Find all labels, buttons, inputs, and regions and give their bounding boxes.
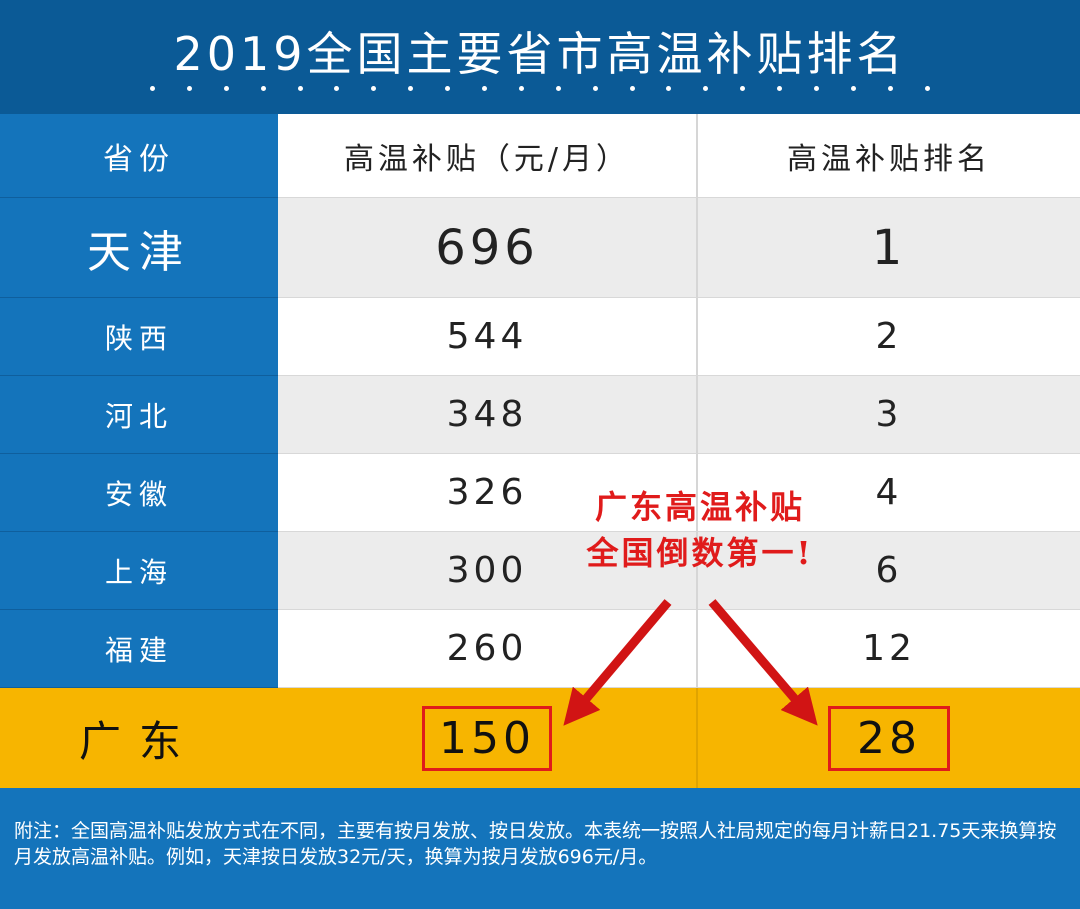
- table-row: 陕西 544 2: [0, 298, 1080, 376]
- subsidy-cell: 544: [278, 298, 698, 376]
- province-cell: 上海: [0, 532, 278, 610]
- table-row: 天津 696 1: [0, 198, 1080, 298]
- table-row: 安徽 326 4: [0, 454, 1080, 532]
- footnote: 附注：全国高温补贴发放方式在不同，主要有按月发放、按日发放。本表统一按照人社局规…: [14, 820, 1057, 868]
- header-rank: 高温补贴排名: [698, 114, 1080, 198]
- rank-cell: 2: [698, 298, 1080, 376]
- title-dot-divider: [150, 86, 930, 96]
- rank-cell: 4: [698, 454, 1080, 532]
- note-bar: 附注：全国高温补贴发放方式在不同，主要有按月发放、按日发放。本表统一按照人社局规…: [0, 788, 1080, 909]
- rank-cell: 1: [698, 198, 1080, 298]
- subsidy-cell: 260: [278, 610, 698, 688]
- province-cell: 安徽: [0, 454, 278, 532]
- rank-cell: 3: [698, 376, 1080, 454]
- subsidy-highlight-box: 150: [422, 705, 552, 771]
- province-cell: 天津: [0, 198, 278, 298]
- table-row: 福建 260 12: [0, 610, 1080, 688]
- highlight-row: 广东 150 28: [0, 688, 1080, 788]
- rank-cell: 12: [698, 610, 1080, 688]
- rank-highlight-box: 28: [828, 705, 950, 771]
- province-cell: 河北: [0, 376, 278, 454]
- table-row: 上海 300 6: [0, 532, 1080, 610]
- subsidy-cell: 326: [278, 454, 698, 532]
- callout-text: 广东高温补贴 全国倒数第一!: [550, 484, 850, 576]
- rank-cell: 6: [698, 532, 1080, 610]
- title-bar: 2019全国主要省市高温补贴排名: [0, 0, 1080, 114]
- rank-cell: 28: [698, 688, 1080, 788]
- header-province: 省份: [0, 114, 278, 198]
- callout-line-1: 广东高温补贴: [594, 488, 805, 526]
- table-row: 河北 348 3: [0, 376, 1080, 454]
- callout-line-2: 全国倒数第一!: [586, 534, 814, 572]
- subsidy-cell: 150: [278, 688, 698, 788]
- province-cell: 福建: [0, 610, 278, 688]
- subsidy-cell: 348: [278, 376, 698, 454]
- page-title: 2019全国主要省市高温补贴排名: [173, 27, 907, 81]
- header-subsidy: 高温补贴（元/月）: [278, 114, 698, 198]
- subsidy-cell: 696: [278, 198, 698, 298]
- province-cell: 广东: [0, 688, 278, 788]
- province-cell: 陕西: [0, 298, 278, 376]
- subsidy-table: 省份 高温补贴（元/月） 高温补贴排名 天津 696 1 陕西 544 2 河北…: [0, 114, 1080, 788]
- table-header-row: 省份 高温补贴（元/月） 高温补贴排名: [0, 114, 1080, 198]
- subsidy-cell: 300: [278, 532, 698, 610]
